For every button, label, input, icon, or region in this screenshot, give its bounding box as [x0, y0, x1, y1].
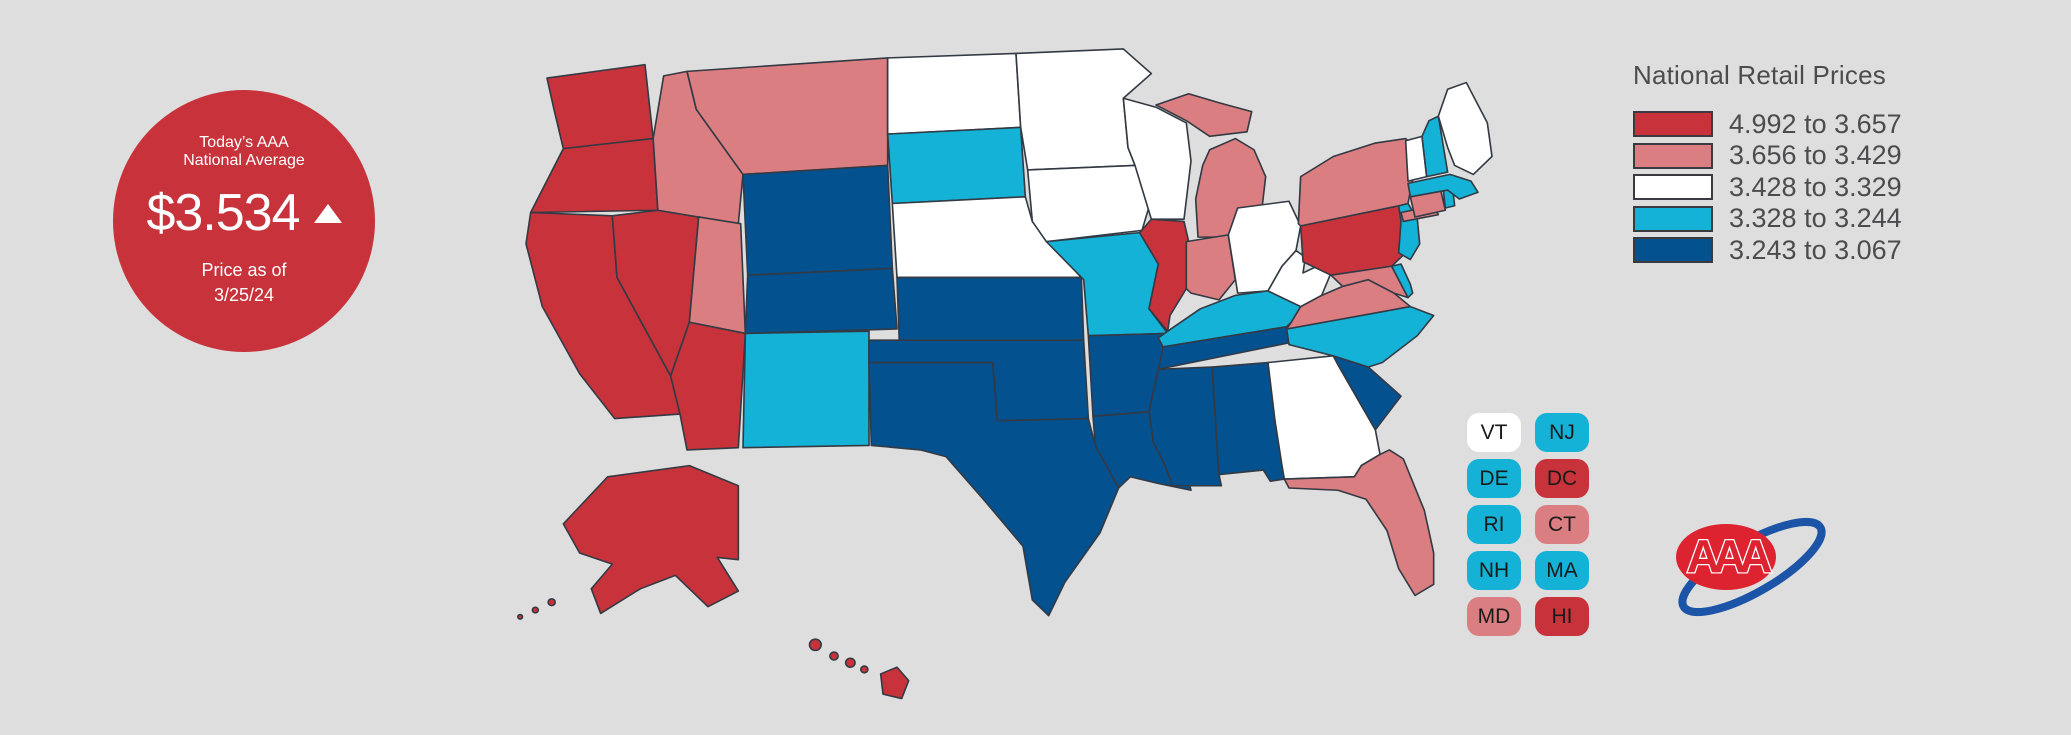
state-WV[interactable] [1267, 249, 1332, 308]
us-gas-price-map [517, 48, 1493, 700]
state-MI-upper-peninsula[interactable] [1155, 92, 1253, 138]
legend-row: 3.428 to 3.329 [1633, 171, 1902, 202]
national-average-bubble: Today’s AAA National Average $3.534 Pric… [113, 90, 375, 352]
legend-row: 3.328 to 3.244 [1633, 203, 1902, 233]
state-box-NH[interactable]: NH [1467, 551, 1521, 590]
legend-label: 3.328 to 3.244 [1729, 203, 1902, 233]
state-box-MA[interactable]: MA [1535, 551, 1589, 590]
state-ME[interactable] [1437, 81, 1493, 176]
state-box-NJ[interactable]: NJ [1535, 413, 1589, 452]
legend-title: National Retail Prices [1633, 60, 1886, 90]
state-box-HI[interactable]: HI [1535, 597, 1589, 636]
state-IL[interactable] [1138, 218, 1190, 332]
legend-label: 3.428 to 3.329 [1729, 171, 1902, 202]
price-as-of-date: 3/25/24 [213, 285, 275, 305]
price-as-of-label: Price as of [201, 260, 287, 280]
state-box-VT[interactable]: VT [1467, 413, 1521, 452]
aaa-logo-text: AAA [1687, 530, 1771, 582]
legend-row: 3.656 to 3.429 [1633, 140, 1902, 170]
state-TX[interactable] [868, 361, 1120, 617]
state-box-CT[interactable]: CT [1535, 505, 1589, 544]
state-WA[interactable] [546, 63, 654, 150]
legend-label: 3.656 to 3.429 [1729, 140, 1902, 170]
legend-swatch-middle [1633, 174, 1713, 200]
state-box-RI[interactable]: RI [1467, 505, 1521, 544]
legend-swatch-high [1633, 142, 1713, 169]
state-NC[interactable] [1285, 305, 1435, 368]
state-ND[interactable] [886, 52, 1022, 135]
state-HI-island[interactable] [844, 657, 856, 668]
trend-up-icon [313, 203, 342, 223]
legend-label: 3.243 to 3.067 [1729, 234, 1902, 265]
state-HI-island[interactable] [860, 665, 869, 674]
state-FL[interactable] [1283, 449, 1435, 597]
state-OR[interactable] [529, 137, 659, 214]
state-box-MD[interactable]: MD [1467, 597, 1521, 636]
state-MA[interactable] [1407, 173, 1479, 200]
state-NM[interactable] [742, 330, 870, 449]
state-WY[interactable] [742, 164, 894, 276]
state-AZ[interactable] [669, 321, 747, 451]
state-UT[interactable] [688, 216, 747, 335]
state-NH[interactable] [1421, 115, 1449, 178]
state-IA[interactable] [1026, 164, 1153, 243]
state-IN[interactable] [1185, 234, 1237, 301]
state-AK-aleutian-island[interactable] [547, 598, 556, 607]
legend-row: 3.243 to 3.067 [1633, 234, 1902, 265]
state-AK-aleutian-island[interactable] [517, 613, 524, 620]
state-HI-big-island[interactable] [879, 666, 910, 700]
state-box-DE[interactable]: DE [1467, 459, 1521, 498]
aaa-logo: AAA [1676, 517, 1826, 617]
state-WI[interactable] [1122, 97, 1192, 220]
state-KS[interactable] [896, 276, 1085, 344]
small-state-boxes: VT NJ DE DC RI CT NH MA MD HI [1467, 413, 1589, 636]
national-average-price: $3.534 [146, 184, 300, 242]
bubble-title-line2: National Average [183, 152, 305, 169]
state-SD[interactable] [886, 126, 1027, 205]
legend-swatch-highest [1633, 111, 1713, 137]
state-box-DC[interactable]: DC [1535, 459, 1589, 498]
legend-row: 4.992 to 3.657 [1633, 108, 1902, 139]
legend-swatch-lowest [1633, 237, 1713, 263]
legend: National Retail Prices 4.992 to 3.657 3.… [1633, 60, 1902, 269]
state-CO[interactable] [744, 267, 898, 335]
state-AK[interactable] [562, 464, 740, 615]
aaa-logo-oval [1676, 524, 1776, 590]
bubble-title-line1: Today’s AAA [199, 134, 289, 151]
state-DE[interactable] [1390, 263, 1414, 299]
legend-label: 4.992 to 3.657 [1729, 108, 1902, 139]
legend-swatch-low [1633, 205, 1713, 232]
state-AK-aleutian-island[interactable] [531, 606, 540, 614]
state-HI-island[interactable] [808, 638, 822, 652]
state-HI-island[interactable] [829, 651, 839, 661]
